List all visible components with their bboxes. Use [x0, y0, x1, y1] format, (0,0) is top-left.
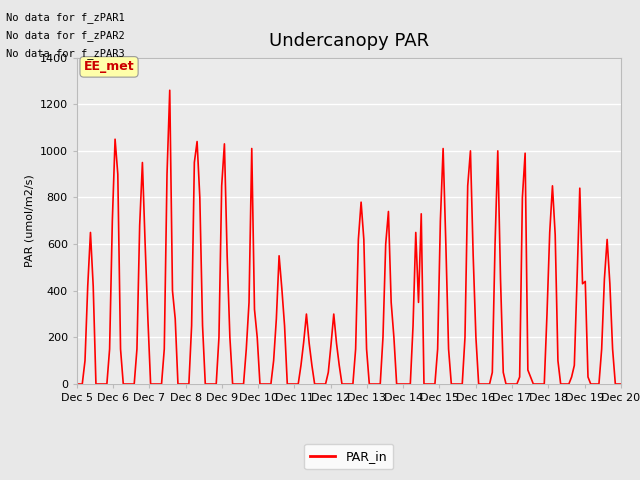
Text: No data for f_zPAR2: No data for f_zPAR2	[6, 30, 125, 41]
Title: Undercanopy PAR: Undercanopy PAR	[269, 33, 429, 50]
Text: No data for f_zPAR3: No data for f_zPAR3	[6, 48, 125, 60]
Y-axis label: PAR (umol/m2/s): PAR (umol/m2/s)	[24, 174, 34, 267]
Text: No data for f_zPAR1: No data for f_zPAR1	[6, 12, 125, 23]
Legend: PAR_in: PAR_in	[304, 444, 394, 469]
Text: EE_met: EE_met	[84, 60, 134, 73]
